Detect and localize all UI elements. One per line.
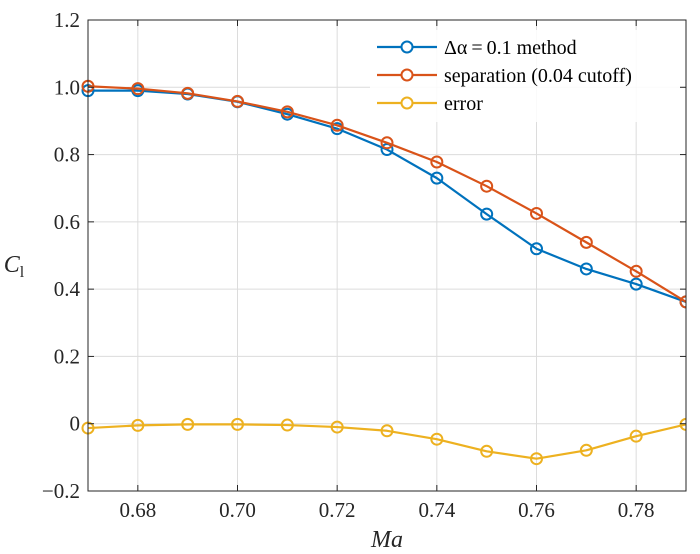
data-point (629, 277, 643, 291)
x-tick-label: 0.72 (319, 498, 356, 522)
series-line (87, 423, 686, 460)
data-point (579, 443, 593, 457)
x-tick-label: 0.68 (119, 498, 156, 522)
data-point (480, 179, 494, 193)
data-point (430, 432, 444, 446)
data-point (380, 136, 394, 150)
x-tick-label: 0.70 (219, 498, 256, 522)
data-point (380, 424, 394, 438)
series-layer (81, 79, 686, 466)
y-axis-title-main: C (4, 252, 21, 278)
data-point (330, 420, 344, 434)
data-point (430, 171, 444, 185)
series-line (87, 85, 686, 303)
data-point (231, 417, 244, 431)
y-tick-label: 0.8 (54, 143, 80, 167)
y-tick-label: 1.2 (54, 8, 80, 32)
x-axis-title: Ma (370, 527, 403, 553)
data-point (430, 155, 444, 169)
series-2 (81, 417, 686, 466)
data-point (330, 118, 344, 132)
data-point (280, 418, 294, 432)
y-axis-title-subscript: l (20, 264, 25, 281)
legend-label: Δα = 0.1 method (444, 37, 577, 59)
data-point (480, 207, 494, 221)
legend-label: separation (0.04 cutoff) (444, 65, 632, 87)
data-point (530, 206, 543, 220)
data-point (679, 295, 686, 309)
data-point (629, 429, 643, 443)
data-point (231, 94, 244, 108)
axis-ticks: 0.68 0.70 0.72 0.74 0.76 0.78 −0.2 0 0.2 0.4 0.6 0.… (42, 8, 686, 522)
data-point (579, 235, 593, 249)
data-point (530, 452, 543, 466)
data-point (480, 444, 494, 458)
x-tick-label: 0.74 (418, 498, 455, 522)
legend-marker (400, 96, 414, 110)
data-point (679, 417, 686, 431)
legend-marker (400, 40, 414, 54)
data-point (181, 86, 195, 100)
legend-item: separation (0.04 cutoff) (377, 65, 632, 87)
legend-item: Δα = 0.1 method (377, 37, 577, 59)
y-tick-label: 0 (70, 412, 81, 436)
data-point (380, 143, 394, 157)
data-point (629, 264, 643, 278)
legend-marker (400, 68, 414, 82)
x-tick-label: 0.78 (618, 498, 655, 522)
y-axis-title: Cl (4, 252, 25, 281)
data-point (131, 418, 145, 432)
y-tick-label: 0.4 (54, 277, 81, 301)
y-tick-label: −0.2 (42, 479, 80, 503)
y-tick-label: 1.0 (54, 75, 80, 99)
plot-area-frame (87, 19, 687, 492)
y-tick-label: 0.2 (54, 344, 80, 368)
data-point (280, 105, 294, 119)
data-point (530, 242, 543, 256)
data-point (181, 417, 195, 431)
legend: Δα = 0.1 method separation (0.04 cutoff) e… (370, 30, 680, 122)
legend-item: error (377, 93, 483, 115)
y-tick-label: 0.6 (54, 210, 80, 234)
legend-label: error (444, 93, 483, 115)
data-point (579, 262, 593, 276)
series-1 (81, 79, 686, 309)
data-point (131, 82, 145, 96)
x-tick-label: 0.76 (518, 498, 555, 522)
